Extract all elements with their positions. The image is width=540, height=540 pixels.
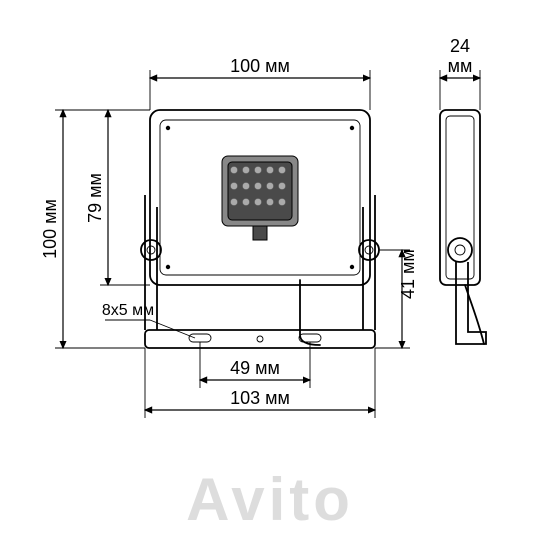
led-dot <box>255 199 262 206</box>
led-module <box>222 156 298 240</box>
led-dot <box>243 183 250 190</box>
label-slot-spacing: 49 мм <box>230 358 280 378</box>
dimension-drawing: Avito <box>0 0 540 540</box>
lamp-body <box>150 110 370 345</box>
led-dot <box>231 167 238 174</box>
label-slot-note: 8x5 мм <box>102 302 154 319</box>
led-dot <box>267 183 274 190</box>
led-dot <box>279 199 286 206</box>
dim-top-body-width: 100 мм <box>150 56 370 110</box>
led-dot <box>279 183 286 190</box>
label-depth-2: мм <box>448 56 473 76</box>
power-cable <box>300 280 320 345</box>
led-dot <box>243 167 250 174</box>
mount-slot-left <box>189 334 211 342</box>
led-dot <box>267 199 274 206</box>
label-body-height: 79 мм <box>85 173 105 223</box>
led-dot <box>231 199 238 206</box>
label-hinge-height: 41 мм <box>398 249 418 299</box>
dim-left-body-height: 79 мм <box>85 110 150 285</box>
dim-slot-note: 8x5 мм <box>102 302 195 338</box>
label-stand-width: 103 мм <box>230 388 290 408</box>
led-dot <box>279 167 286 174</box>
led-dot <box>243 199 250 206</box>
led-dot <box>231 183 238 190</box>
led-dot <box>255 183 262 190</box>
label-depth-1: 24 <box>450 36 470 56</box>
dim-top-depth: 24 мм <box>440 36 480 110</box>
dim-right-hinge-height: 41 мм <box>375 249 418 348</box>
label-body-width: 100 мм <box>230 56 290 76</box>
watermark: Avito <box>186 466 354 533</box>
front-view <box>141 110 379 348</box>
label-total-height: 100 мм <box>40 199 60 259</box>
led-dot <box>267 167 274 174</box>
led-dot <box>255 167 262 174</box>
side-view <box>440 110 486 344</box>
